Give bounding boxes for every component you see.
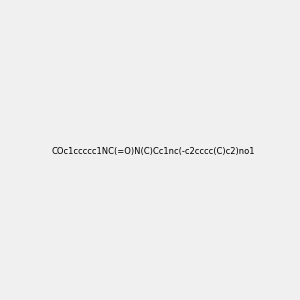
Text: COc1ccccc1NC(=O)N(C)Cc1nc(-c2cccc(C)c2)no1: COc1ccccc1NC(=O)N(C)Cc1nc(-c2cccc(C)c2)n… [52, 147, 256, 156]
